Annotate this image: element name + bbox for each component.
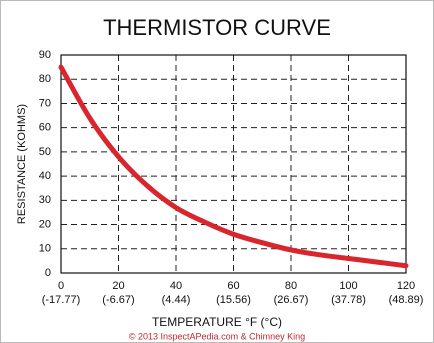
plot-frame — [60, 54, 407, 274]
chart-title: THERMISTOR CURVE — [103, 15, 331, 40]
x-tick-celsius-label: (26.67) — [274, 294, 309, 306]
x-tick-label: 40 — [170, 280, 182, 292]
y-tick-label: 70 — [39, 97, 51, 109]
y-tick-label: 20 — [39, 218, 51, 230]
curve — [58, 64, 409, 269]
y-axis-title: RESISTANCE (KOHMS) — [16, 104, 28, 224]
y-tick-label: 80 — [39, 73, 51, 85]
y-tick-label: 10 — [39, 243, 51, 255]
y-tick-label: 40 — [39, 170, 51, 182]
x-tick-celsius-label: (4.44) — [162, 294, 191, 306]
x-tick-celsius-label: (37.78) — [331, 294, 366, 306]
x-axis-title: TEMPERATURE °F (°C) — [152, 315, 282, 329]
x-tick-label: 100 — [339, 280, 357, 292]
x-tick-label: 60 — [227, 280, 239, 292]
x-tick-celsius-label: (-17.77) — [42, 294, 81, 306]
y-tick-label: 0 — [45, 267, 51, 279]
x-tick-label: 20 — [112, 280, 124, 292]
y-tick-label: 30 — [39, 194, 51, 206]
y-tick-label: 90 — [39, 49, 51, 61]
x-tick-label: 120 — [397, 280, 415, 292]
x-tick-celsius-label: (48.89) — [389, 294, 424, 306]
x-tick-celsius-label: (-6.67) — [102, 294, 134, 306]
y-tick-label: 50 — [39, 146, 51, 158]
y-tick-label: 60 — [39, 122, 51, 134]
x-tick-celsius-label: (15.56) — [216, 294, 251, 306]
x-tick-label: 80 — [285, 280, 297, 292]
copyright: © 2013 InspectAPedia.com & Chimney King — [129, 331, 305, 341]
x-tick-label: 0 — [58, 280, 64, 292]
